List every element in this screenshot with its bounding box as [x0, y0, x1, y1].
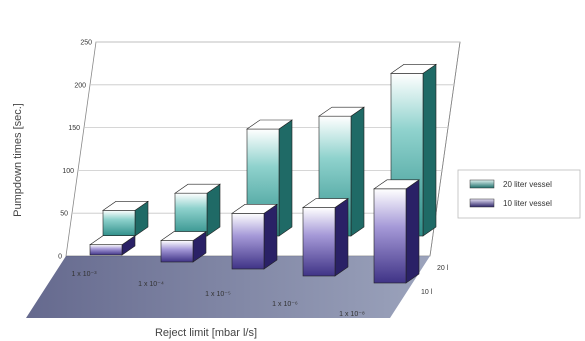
floor [26, 256, 430, 318]
legend-swatch-20-liter [469, 179, 495, 189]
bar-top [160, 231, 207, 241]
y-tick-labels: 0 50 100 150 200 250 [58, 40, 92, 261]
bar-top [373, 179, 420, 190]
bar-side [334, 197, 349, 277]
y-tick-label: 50 [60, 211, 68, 218]
legend-item-20-liter: 20 liter vessel [469, 179, 552, 189]
bar-top [89, 235, 136, 246]
bar-front [373, 188, 407, 284]
bar-10-liter-vessel-2 [231, 203, 278, 270]
y-tick-label: 250 [80, 40, 92, 47]
bar-side [422, 63, 437, 237]
bars-20-liter [102, 63, 437, 237]
depth-label-10-liter: 10 l [421, 289, 433, 296]
bar-top [174, 183, 221, 194]
bar-side [350, 106, 365, 237]
legend: 20 liter vessel 10 liter vessel [457, 169, 581, 219]
bar-front [174, 192, 208, 237]
bar-front [231, 213, 265, 270]
bar-top [390, 64, 437, 74]
x-tick-label: 1 x 10⁻⁶ [272, 301, 298, 308]
bar-front [160, 240, 194, 263]
bar-10-liter-vessel-3 [302, 197, 349, 277]
legend-label-20-liter: 20 liter vessel [503, 180, 552, 189]
x-axis-title: Reject limit [mbar l/s] [155, 327, 257, 339]
x-tick-label: 1 x 10⁻⁴ [138, 281, 164, 288]
bar-10-liter-vessel-4 [373, 179, 420, 284]
bar-top [231, 204, 278, 214]
y-axis-title: Pumpdown times [sec.] [12, 103, 24, 217]
y-tick-label: 100 [62, 168, 74, 175]
bar-20-liter-vessel-1 [174, 183, 221, 237]
bar-side [263, 203, 278, 270]
legend-label-10-liter: 10 liter vessel [503, 199, 552, 208]
bar-side [278, 119, 293, 237]
bar-top [318, 106, 365, 117]
bar-front [89, 244, 123, 256]
bar-side [405, 179, 420, 284]
bar-front [302, 207, 336, 277]
x-tick-label: 1 x 10⁻⁵ [205, 291, 231, 298]
bar-top [302, 198, 349, 208]
legend-swatch-10-liter [469, 198, 495, 208]
y-tick-label: 0 [58, 254, 62, 261]
legend-item-10-liter: 10 liter vessel [469, 198, 552, 208]
x-tick-labels: 1 x 10⁻³ 1 x 10⁻⁴ 1 x 10⁻⁵ 1 x 10⁻⁶ 1 x 10⁻⁸ [71, 271, 364, 318]
x-tick-label: 1 x 10⁻³ [71, 271, 97, 278]
x-tick-label: 1 x 10⁻⁸ [339, 311, 365, 318]
bar-20-liter-vessel-0 [102, 200, 149, 237]
bar-10-liter-vessel-0 [89, 235, 136, 256]
y-tick-label: 150 [68, 125, 80, 132]
y-tick-label: 200 [74, 82, 86, 89]
bar-front [102, 210, 136, 237]
bar-top [246, 119, 293, 130]
depth-labels: 20 l 10 l [421, 265, 449, 296]
depth-label-20-liter: 20 l [437, 265, 449, 272]
bar-top [102, 201, 149, 211]
bars-10-liter [89, 179, 420, 284]
legend-box [457, 169, 581, 219]
bar-10-liter-vessel-1 [160, 231, 207, 263]
